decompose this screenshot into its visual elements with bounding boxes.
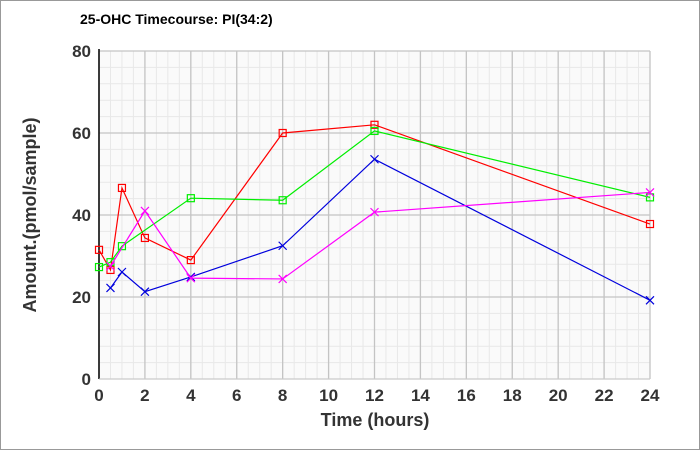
data-point: [117, 267, 127, 277]
y-axis-label: Amount.(pmol/sample): [20, 117, 40, 312]
x-tick-label: 20: [549, 386, 568, 405]
y-tick-label: 60: [72, 124, 91, 143]
data-point: [278, 241, 288, 251]
x-tick-label: 22: [595, 386, 614, 405]
x-tick-label: 6: [232, 386, 241, 405]
grid: [98, 50, 651, 380]
data-point: [186, 256, 195, 265]
data-point: [94, 262, 104, 272]
data-point: [186, 194, 195, 203]
data-point: [140, 233, 150, 243]
data-point: [370, 154, 379, 164]
data-point: [645, 295, 655, 305]
x-axis-label: Time (hours): [321, 410, 430, 430]
data-point: [370, 120, 379, 129]
data-point: [117, 183, 127, 193]
x-tick-label: 24: [641, 386, 660, 405]
data-point: [645, 219, 655, 229]
x-tick-label: 10: [319, 386, 338, 405]
series-group: [94, 120, 655, 305]
x-tick-label: 18: [503, 386, 522, 405]
y-tick-label: 40: [72, 206, 91, 225]
data-point: [278, 128, 287, 138]
chart-title: 25-OHC Timecourse: PI(34:2): [80, 11, 273, 27]
data-point: [106, 261, 115, 271]
data-point: [117, 242, 127, 251]
data-point: [94, 245, 104, 254]
data-point: [278, 196, 287, 205]
data-point: [140, 287, 150, 297]
x-tick-label: 4: [186, 386, 196, 405]
data-point: [370, 207, 379, 217]
series-blue: [106, 154, 655, 305]
series-green: [94, 126, 655, 272]
series-line-magenta: [109, 191, 651, 280]
data-point: [278, 274, 288, 284]
series-line-red: [98, 124, 651, 272]
y-tick-label: 80: [72, 42, 91, 61]
y-tick-label: 20: [72, 288, 91, 307]
x-tick-label: 14: [411, 386, 430, 405]
data-point: [186, 273, 196, 283]
data-point: [140, 206, 150, 216]
x-tick-label: 0: [94, 386, 103, 405]
x-tick-label: 16: [457, 386, 476, 405]
x-tick-label: 12: [365, 386, 384, 405]
x-tick-label: 8: [278, 386, 287, 405]
y-tick-label: 0: [82, 370, 91, 389]
data-point: [645, 193, 655, 202]
data-point: [106, 283, 115, 293]
x-tick-label: 2: [140, 386, 149, 405]
series-magenta: [106, 188, 655, 284]
series-line-green: [98, 130, 651, 268]
data-point: [645, 188, 655, 197]
data-point: [370, 126, 379, 136]
